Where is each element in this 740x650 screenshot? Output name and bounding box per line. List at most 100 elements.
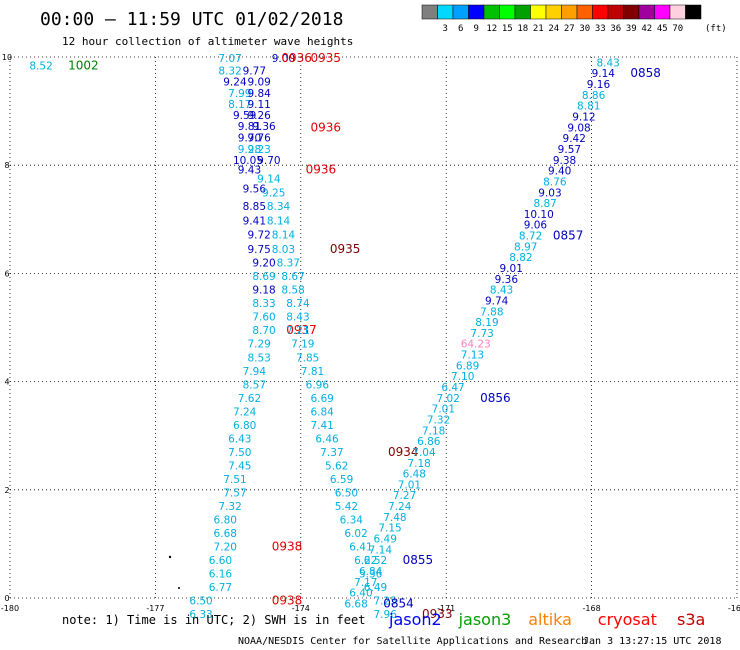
swh-value-label: 7.32 xyxy=(218,501,241,513)
swh-value-label: 6.80 xyxy=(233,420,256,432)
swh-value-label: 9.75 xyxy=(247,244,270,256)
color-legend: 3 6 9 12 15 18 21 24 27 30 33 36 39 42 45 70 xyxy=(421,4,702,34)
swh-value-label: 6.47 xyxy=(441,382,464,394)
y-tick-label: 4 xyxy=(4,378,9,387)
footer-credit: NOAA/NESDIS Center for Satellite Applica… xyxy=(238,636,587,647)
swh-value-label: 9.76 xyxy=(247,133,271,145)
legend-label: 9 xyxy=(474,24,479,34)
swh-value-label: 9.43 xyxy=(238,165,261,177)
swh-value-label: 6.02 xyxy=(344,528,367,540)
y-tick-label: 2 xyxy=(4,486,9,495)
swh-value-label: 7.17 xyxy=(354,577,377,589)
legend-label: 33 xyxy=(595,24,606,34)
swh-value-label: 7.50 xyxy=(228,447,251,459)
swh-value-label: 8.76 xyxy=(543,176,567,188)
swh-value-label: 8.32 xyxy=(218,66,241,78)
swh-value-label: 9.09 xyxy=(247,76,270,88)
swh-value-label: 7.51 xyxy=(223,474,246,486)
swh-value-label: 9.01 xyxy=(500,263,523,275)
legend-swatch xyxy=(452,4,469,20)
swh-value-label: 8.57 xyxy=(243,379,266,391)
swh-value-label: 9.03 xyxy=(538,187,561,199)
swh-value-label: 7.60 xyxy=(252,312,275,324)
swh-value-label: 7.19 xyxy=(291,339,314,351)
swh-value-label: 7.94 xyxy=(243,366,267,378)
swh-value-label: 8.85 xyxy=(243,201,266,213)
swh-value-label: 8.53 xyxy=(247,352,270,364)
swh-value-label: 7.04 xyxy=(412,447,436,459)
swh-value-label: 6.50 xyxy=(335,488,358,500)
legend-swatch xyxy=(561,4,578,20)
swh-value-label: 7.01 xyxy=(432,404,455,416)
swh-value-label: 9.72 xyxy=(247,229,270,241)
swh-value-label: 8.82 xyxy=(509,252,532,264)
swh-value-label: 8.86 xyxy=(582,90,606,102)
swh-value-label: 6.33 xyxy=(189,609,212,621)
swh-value-label: 9.41 xyxy=(243,215,266,227)
x-tick-label: -168 xyxy=(583,604,601,613)
swh-value-label: 6.68 xyxy=(344,598,367,610)
swh-value-label: 6.16 xyxy=(209,569,233,581)
legend-swatch xyxy=(638,4,655,20)
legend-label: 6 xyxy=(458,24,463,34)
swh-value-label: 9.74 xyxy=(485,295,509,307)
swh-value-label: 7.18 xyxy=(407,458,430,470)
swh-value-label: 7.73 xyxy=(470,328,493,340)
legend-label: 24 xyxy=(548,24,559,34)
swh-value-label: 9.20 xyxy=(252,258,275,270)
legend-swatch xyxy=(545,4,562,20)
swh-value-label: 9.14 xyxy=(257,174,281,186)
x-tick-label: -177 xyxy=(146,604,164,613)
swh-value-label: 7.01 xyxy=(398,479,421,491)
y-tick-label: 0 xyxy=(4,594,9,603)
legend-swatch xyxy=(421,4,438,20)
legend-label: 18 xyxy=(517,24,528,34)
swh-value-label: 9.08 xyxy=(567,122,590,134)
legend-label: 12 xyxy=(486,24,497,34)
swh-value-label: 9.36 xyxy=(495,274,519,286)
swh-value-label: 9.25 xyxy=(262,187,285,199)
swh-value-label: 10.05 xyxy=(233,155,263,167)
satellite-name: jason2 xyxy=(388,610,442,629)
swh-value-label: 6.50 xyxy=(189,596,212,608)
pass-time-label: 0933 xyxy=(422,607,453,621)
pass-time-label: 0935 xyxy=(330,242,361,256)
swh-value-label: 9.14 xyxy=(592,68,616,80)
swh-value-label: 9.16 xyxy=(587,79,611,91)
legend-swatch xyxy=(607,4,624,20)
legend-label: 36 xyxy=(610,24,621,34)
swh-value-label: 7.37 xyxy=(320,447,343,459)
swh-value-label: 6.41 xyxy=(349,542,372,554)
swh-value-label: 8.81 xyxy=(577,101,600,113)
satellite-name: jason3 xyxy=(458,610,512,629)
swh-value-label: 6.84 xyxy=(310,406,334,418)
swh-value-label: 7.02 xyxy=(437,393,460,405)
pass-time-label: 0938 xyxy=(272,540,303,554)
swh-value-label: 8.58 xyxy=(281,285,304,297)
swh-value-label: 6.80 xyxy=(214,515,237,527)
legend-swatch xyxy=(499,4,516,20)
swh-value-label: 7.27 xyxy=(393,490,416,502)
chart-title: 00:00 – 11:59 UTC 01/02/2018 xyxy=(40,9,343,30)
swh-value-label: 7.21 xyxy=(286,325,309,337)
swh-value-label: 9.70 xyxy=(257,155,280,167)
swh-value-label: 9.00 xyxy=(272,53,295,65)
swh-value-label: 9.26 xyxy=(247,110,271,122)
swh-value-label: 10.10 xyxy=(524,209,554,221)
swh-value-label: 9.59 xyxy=(233,110,256,122)
swh-value-label: 9.57 xyxy=(558,144,581,156)
pass-time-label: 0937 xyxy=(286,323,317,337)
swh-value-label: 7.29 xyxy=(247,339,270,351)
axis-ticks: -180 -177 -174 -171 -168 -165 0 2 4 6 8 10 xyxy=(1,53,740,613)
swh-value-label: 8.74 xyxy=(286,298,310,310)
pass-time-label: 1002 xyxy=(68,59,99,73)
swh-value-label: 6.48 xyxy=(403,469,426,481)
swh-value-label: 7.18 xyxy=(422,425,445,437)
swh-value-label: 9.84 xyxy=(247,88,271,100)
legend-unit: (ft) xyxy=(705,24,727,34)
swh-value-label: 6.68 xyxy=(214,528,237,540)
swh-value-label: 6.22 xyxy=(354,555,377,567)
pass-time-label: 0935 xyxy=(310,51,341,65)
